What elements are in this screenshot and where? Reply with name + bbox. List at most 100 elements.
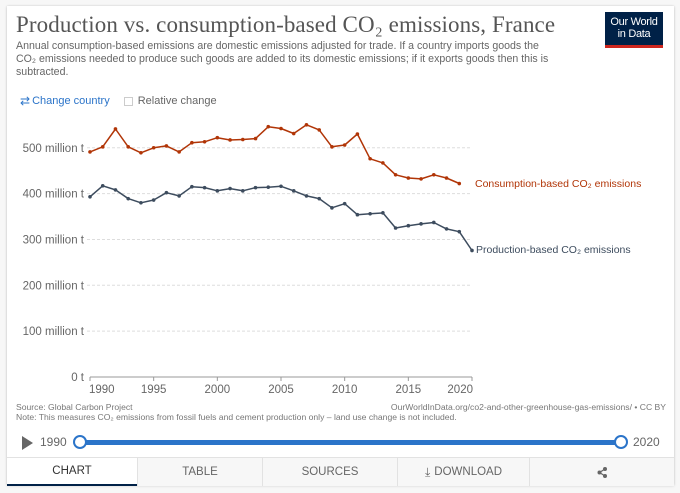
data-point xyxy=(164,190,169,195)
data-point xyxy=(215,189,220,193)
data-point xyxy=(100,184,105,188)
data-point xyxy=(317,128,322,132)
play-icon[interactable] xyxy=(22,436,33,450)
x-tick-label: 2015 xyxy=(396,384,422,396)
data-point xyxy=(457,181,462,186)
data-point xyxy=(291,189,296,193)
tab-table-label: TABLE xyxy=(182,466,218,478)
data-point xyxy=(406,223,411,228)
timeline-start-handle[interactable] xyxy=(73,435,87,449)
change-country-label: Change country xyxy=(32,95,110,107)
data-point xyxy=(419,222,423,226)
timeline-end-handle[interactable] xyxy=(614,435,628,449)
series-line-consumption xyxy=(89,124,460,185)
data-point xyxy=(304,123,309,127)
data-point xyxy=(228,186,232,191)
tab-download-label: DOWNLOAD xyxy=(434,466,503,478)
data-point xyxy=(381,161,385,165)
data-point xyxy=(432,220,436,225)
data-point xyxy=(368,156,372,161)
series-label-consumption: Consumption-based CO₂ emissions xyxy=(475,178,641,190)
data-point xyxy=(444,227,449,231)
y-tick-label: 400 million t xyxy=(23,189,85,201)
data-point xyxy=(304,194,309,198)
y-tick-label: 100 million t xyxy=(23,326,85,338)
data-point xyxy=(202,185,207,190)
source-url-link[interactable]: OurWorldInData.org/co2-and-other-greenho… xyxy=(390,402,666,412)
timeline-end-label: 2020 xyxy=(633,435,660,449)
data-point xyxy=(432,173,436,177)
tab-sources[interactable]: SOURCES xyxy=(262,458,397,486)
data-point xyxy=(253,136,258,141)
x-tick-label: 2005 xyxy=(268,384,294,396)
chart-controls: ⇄ Change country Relative change xyxy=(20,94,217,108)
chart-title: Production vs. consumption-based CO₂ emi… xyxy=(16,12,556,37)
data-point xyxy=(241,189,245,193)
data-point xyxy=(342,201,347,206)
timeline-track[interactable] xyxy=(80,440,620,445)
y-tick-label: 200 million t xyxy=(23,280,85,292)
tab-chart[interactable]: CHART xyxy=(7,458,137,486)
gridlines xyxy=(87,147,472,332)
logo-line-1: Our World xyxy=(610,16,658,28)
data-point xyxy=(113,127,118,131)
y-tick-label: 0 t xyxy=(71,372,85,384)
tab-bar: CHART TABLE SOURCES ⤓ DOWNLOAD xyxy=(7,457,674,486)
swap-arrows-icon: ⇄ xyxy=(20,94,31,108)
data-point xyxy=(139,200,143,205)
tab-table[interactable]: TABLE xyxy=(137,458,262,486)
data-point xyxy=(151,145,156,150)
relative-change-checkbox[interactable] xyxy=(123,96,133,106)
data-point xyxy=(419,177,423,181)
data-point xyxy=(393,173,398,177)
data-point xyxy=(190,140,194,145)
data-point xyxy=(202,139,207,144)
x-tick-label: 2000 xyxy=(205,384,231,396)
data-point xyxy=(317,196,322,201)
tab-download[interactable]: ⤓ DOWNLOAD xyxy=(397,458,529,486)
data-point xyxy=(266,124,271,129)
series-labels: Consumption-based CO₂ emissions Productio… xyxy=(475,178,641,256)
data-point xyxy=(100,145,105,149)
data-point xyxy=(457,229,462,234)
owid-logo[interactable]: Our World in Data xyxy=(605,12,663,48)
series-line-production xyxy=(89,185,473,251)
x-tick-label: 1995 xyxy=(141,384,167,396)
tab-sources-label: SOURCES xyxy=(301,466,359,478)
y-axis-labels: 0 t 100 million t 200 million t 300 million… xyxy=(23,143,85,384)
x-tick-label: 2010 xyxy=(332,384,358,396)
timeline: 1990 2020 xyxy=(18,434,668,452)
tab-share[interactable] xyxy=(529,458,674,486)
data-point xyxy=(164,144,169,148)
tab-chart-label: CHART xyxy=(52,465,92,477)
chart-subtitle: Annual consumption-based emissions are d… xyxy=(16,40,549,78)
data-point xyxy=(393,226,398,230)
series-label-production: Production-based CO₂ emissions xyxy=(476,244,631,256)
data-point xyxy=(253,185,258,190)
relative-change-label: Relative change xyxy=(137,95,217,107)
data-point xyxy=(215,135,220,140)
data-point xyxy=(177,194,181,198)
data-point xyxy=(470,248,474,253)
data-point xyxy=(444,176,449,180)
data-point xyxy=(126,145,130,149)
relative-change-toggle[interactable]: Relative change xyxy=(123,95,217,107)
chart-card xyxy=(7,6,674,485)
data-point xyxy=(291,131,296,136)
data-point xyxy=(330,206,334,210)
data-point xyxy=(279,126,283,131)
data-point xyxy=(381,211,385,215)
data-point xyxy=(139,150,143,155)
data-point xyxy=(330,145,334,149)
data-point xyxy=(177,150,181,154)
data-point xyxy=(151,198,156,202)
data-point xyxy=(355,132,360,136)
data-point xyxy=(406,176,411,180)
data-point xyxy=(228,138,232,142)
series-lines xyxy=(88,123,474,253)
data-point xyxy=(266,185,271,189)
data-point xyxy=(113,188,118,192)
change-country-button[interactable]: ⇄ Change country xyxy=(20,94,110,108)
data-point xyxy=(126,196,130,201)
timeline-start-label: 1990 xyxy=(40,435,67,449)
